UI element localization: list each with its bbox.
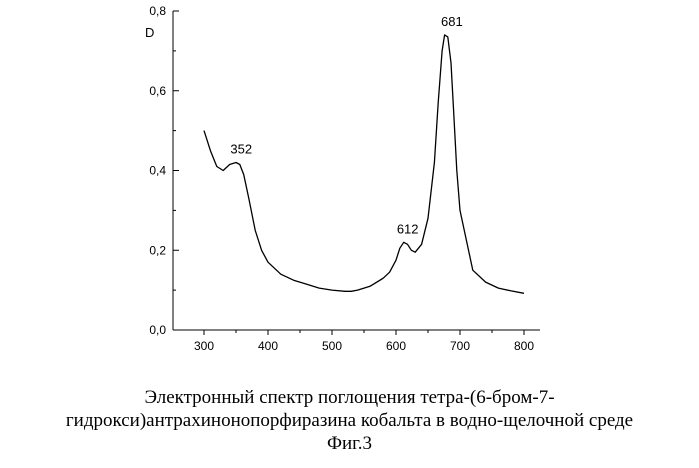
x-tick-label: 800 bbox=[514, 339, 534, 353]
y-tick-label: 0,4 bbox=[149, 164, 166, 178]
y-tick-label: 0,0 bbox=[149, 323, 166, 337]
y-tick-label: 0,2 bbox=[149, 243, 166, 257]
caption-line-3: Фиг.3 bbox=[0, 432, 699, 455]
plot-area: 352 612 681 bbox=[204, 14, 524, 293]
peak-label: 612 bbox=[397, 221, 419, 236]
x-tick-label: 400 bbox=[258, 339, 278, 353]
y-tick-label: 0,6 bbox=[149, 84, 166, 98]
y-tick-label: 0,8 bbox=[149, 4, 166, 18]
x-tick-label: 700 bbox=[450, 339, 470, 353]
absorption-spectrum-chart: D 300 400 500 600 700 800 0,0 0,2 0,4 0,6 0,8 352 6… bbox=[0, 0, 699, 380]
x-tick-label: 600 bbox=[386, 339, 406, 353]
x-tick-label: 500 bbox=[322, 339, 342, 353]
y-axis-title: D bbox=[145, 25, 154, 40]
spectrum-line bbox=[204, 35, 524, 293]
figure-caption: Электронный спектр поглощения тетра-(6-б… bbox=[0, 386, 699, 455]
peak-label: 352 bbox=[230, 142, 252, 157]
x-tick-label: 300 bbox=[194, 339, 214, 353]
axis-ticks: 300 400 500 600 700 800 0,0 0,2 0,4 0,6 0,8 bbox=[149, 4, 534, 353]
peak-label: 681 bbox=[441, 14, 463, 29]
caption-line-2: гидрокси)антрахинонопорфиразина кобальта… bbox=[0, 409, 699, 432]
caption-line-1: Электронный спектр поглощения тетра-(6-б… bbox=[0, 386, 699, 409]
